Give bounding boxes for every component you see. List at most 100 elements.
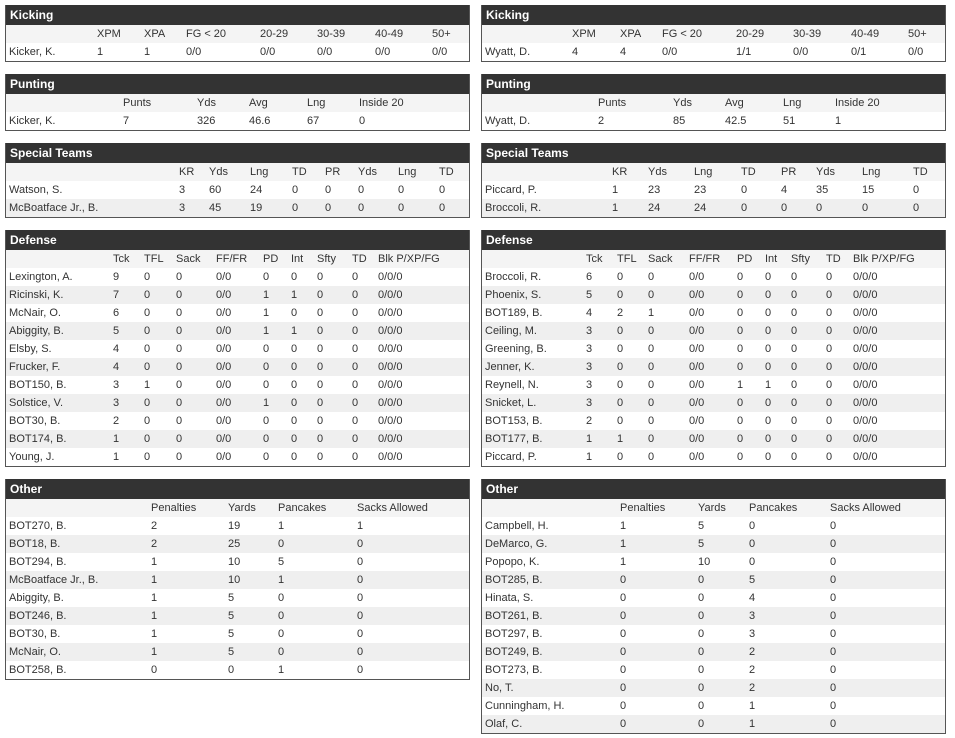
- stat-cell: 0: [826, 307, 833, 319]
- stat-cell: 0: [291, 271, 298, 283]
- data-row: Ceiling, M. 3 0 0 0/0 0 0 0 0 0/0/0: [482, 322, 945, 340]
- stat-cell: 1: [151, 646, 158, 658]
- column-header: TD: [913, 166, 928, 178]
- stat-cell: 0: [439, 184, 446, 196]
- stat-cell: 0: [144, 433, 151, 445]
- data-row: BOT18, B. 2 25 0 0: [6, 535, 469, 553]
- header-row: Punts Yds Avg Lng Inside 20: [6, 94, 469, 112]
- player-name: McNair, O.: [9, 307, 61, 319]
- stat-cell: 0: [263, 433, 270, 445]
- stat-cell: 0/0: [689, 433, 705, 445]
- column-header: Yds: [816, 166, 835, 178]
- stat-cell: 0/0/0: [853, 343, 878, 355]
- player-name: Solstice, V.: [9, 397, 64, 409]
- stat-cell: 0: [826, 433, 833, 445]
- stat-cell: 0: [176, 397, 183, 409]
- data-row: BOT174, B. 1 0 0 0/0 0 0 0 0 0/0/0: [6, 430, 469, 448]
- data-row: BOT297, B. 0 0 3 0: [482, 625, 945, 643]
- data-row: Olaf, C. 0 0 1 0: [482, 715, 945, 733]
- data-row: Kicker, K. 7 326 46.6 67 0: [6, 112, 469, 130]
- stat-cell: 0: [357, 610, 364, 622]
- stat-cell: 0/0/0: [378, 397, 403, 409]
- stat-cell: 0: [737, 397, 744, 409]
- column-header: Punts: [598, 97, 627, 109]
- stat-cell: 4: [620, 46, 627, 58]
- stat-cell: 0: [913, 184, 920, 196]
- stat-cell: 0: [791, 271, 798, 283]
- stat-cell: 0: [291, 379, 298, 391]
- column-header: Penalties: [151, 502, 197, 514]
- player-name: Kicker, K.: [9, 46, 56, 58]
- column-header: Yds: [673, 97, 692, 109]
- column-header: Sfty: [317, 253, 336, 265]
- data-row: McBoatface Jr., B. 1 10 1 0: [6, 571, 469, 589]
- player-name: No, T.: [485, 682, 514, 694]
- player-name: BOT258, B.: [9, 664, 67, 676]
- stats-table: Special Teams KR Yds Lng TD PR Yds Lng TD Watson,…: [5, 143, 470, 218]
- stat-cell: 4: [586, 307, 593, 319]
- stat-cell: 2: [113, 415, 120, 427]
- stat-cell: 0: [749, 556, 756, 568]
- column-header: PR: [781, 166, 797, 178]
- stat-cell: 0: [826, 325, 833, 337]
- player-name: BOT189, B.: [485, 307, 543, 319]
- stat-cell: 0: [617, 379, 624, 391]
- stats-table: Kicking XPM XPA FG < 20 20-29 30-39 40-49 50+ Ki…: [5, 5, 470, 62]
- stat-cell: 1: [620, 520, 627, 532]
- stat-cell: 1: [151, 556, 158, 568]
- stat-cell: 7: [123, 115, 130, 127]
- stat-cell: 0: [826, 451, 833, 463]
- stat-cell: 0: [830, 610, 837, 622]
- column-header: Int: [765, 253, 778, 265]
- stat-cell: 1: [291, 289, 298, 301]
- data-row: Reynell, N. 3 0 0 0/0 1 1 0 0 0/0/0: [482, 376, 945, 394]
- data-row: Phoenix, S. 5 0 0 0/0 0 0 0 0 0/0/0: [482, 286, 945, 304]
- stat-cell: 0: [357, 592, 364, 604]
- stat-cell: 0: [352, 307, 359, 319]
- player-name: Broccoli, R.: [485, 271, 542, 283]
- stat-cell: 3: [586, 379, 593, 391]
- right-column: Kicking XPM XPA FG < 20 20-29 30-39 40-49 50+ Wy…: [481, 5, 946, 734]
- stat-cell: 0: [749, 520, 756, 532]
- stat-cell: 0: [291, 415, 298, 427]
- data-row: Popopo, K. 1 10 0 0: [482, 553, 945, 571]
- stats-table: Defense Tck TFL Sack FF/FR PD Int Sfty TD Blk P/X…: [481, 230, 946, 467]
- stat-cell: 45: [209, 202, 222, 214]
- column-header: 20-29: [260, 28, 289, 40]
- stat-cell: 3: [113, 379, 120, 391]
- player-name: Greening, B.: [485, 343, 547, 355]
- player-name: BOT270, B.: [9, 520, 67, 532]
- stat-cell: 0: [176, 415, 183, 427]
- column-header: Lng: [694, 166, 713, 178]
- stats-table: Defense Tck TFL Sack FF/FR PD Int Sfty TD Blk P/X…: [5, 230, 470, 467]
- stat-cell: 0: [176, 361, 183, 373]
- stat-cell: 67: [307, 115, 320, 127]
- stat-cell: 0: [352, 271, 359, 283]
- data-row: Frucker, F. 4 0 0 0/0 0 0 0 0 0/0/0: [6, 358, 469, 376]
- stat-cell: 0: [791, 433, 798, 445]
- stat-cell: 0/0: [689, 271, 705, 283]
- stat-cell: 0: [648, 451, 655, 463]
- stat-cell: 0: [765, 271, 772, 283]
- stat-cell: 60: [209, 184, 222, 196]
- stat-cell: 0: [144, 343, 151, 355]
- stat-cell: 0: [826, 271, 833, 283]
- stat-cell: 0: [698, 664, 705, 676]
- stat-cell: 0: [698, 646, 705, 658]
- stat-cell: 1: [278, 574, 285, 586]
- stat-cell: 0: [620, 664, 627, 676]
- stat-cell: 0: [176, 451, 183, 463]
- stat-cell: 1: [97, 46, 104, 58]
- player-name: BOT30, B.: [9, 628, 61, 640]
- stat-cell: 0: [791, 451, 798, 463]
- stat-cell: 0/0/0: [853, 397, 878, 409]
- stat-cell: 0: [830, 664, 837, 676]
- stat-cell: 0: [144, 325, 151, 337]
- stat-cell: 0: [176, 307, 183, 319]
- stat-cell: 3: [749, 610, 756, 622]
- stat-cell: 0: [398, 184, 405, 196]
- data-row: Wyatt, D. 2 85 42.5 51 1: [482, 112, 945, 130]
- player-name: DeMarco, G.: [485, 538, 548, 550]
- stat-cell: 0: [791, 325, 798, 337]
- player-name: BOT294, B.: [9, 556, 67, 568]
